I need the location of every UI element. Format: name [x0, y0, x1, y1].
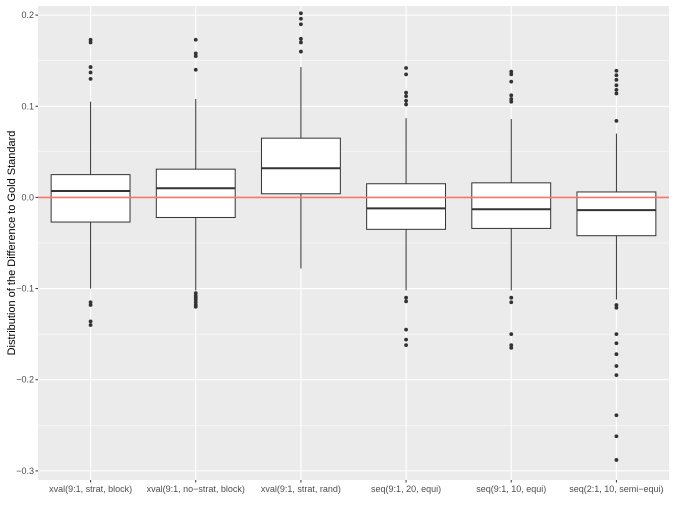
outlier-point [88, 70, 93, 75]
y-axis-title: Distribution of the Difference to Gold S… [6, 131, 18, 356]
outlier-point [404, 72, 408, 77]
x-tick-label: xval(9:1, strat, rand) [261, 484, 341, 494]
outlier-point [193, 51, 198, 56]
outlier-point [193, 37, 198, 42]
outlier-point [614, 434, 619, 439]
outlier-point [509, 97, 514, 101]
outlier-point [193, 300, 198, 305]
x-tick-label: xval(9:1, no−strat, block) [147, 484, 245, 494]
x-tick-label: seq(9:1, 10, equi) [476, 484, 546, 494]
outlier-point [614, 118, 619, 123]
outlier-point [193, 67, 198, 72]
box-3 [260, 11, 341, 269]
y-tick-label: 0.0 [21, 192, 34, 202]
outlier-point [404, 343, 408, 347]
outlier-point [614, 332, 619, 337]
outlier-point [88, 65, 93, 69]
outlier-point [193, 54, 198, 59]
y-tick-label: 0.2 [21, 10, 34, 20]
box-1 [50, 37, 131, 327]
outlier-point [404, 337, 408, 342]
outlier-point [614, 303, 619, 307]
x-tick-label: seq(2:1, 10, semi−equi) [569, 484, 663, 494]
box-4 [366, 66, 447, 347]
outlier-point [299, 40, 303, 45]
box-iqr [366, 183, 447, 230]
outlier-point [299, 49, 303, 54]
outlier-point [614, 73, 619, 78]
x-tick-label: xval(9:1, strat, block) [49, 484, 132, 494]
outlier-point [404, 90, 408, 95]
box-5 [471, 69, 552, 350]
outlier-point [614, 341, 619, 346]
x-tick-labels: xval(9:1, strat, block) xval(9:1, no−stra… [49, 480, 664, 494]
outlier-point [614, 305, 619, 310]
outlier-point [509, 93, 514, 98]
outlier-point [404, 102, 408, 107]
outlier-point [193, 304, 198, 309]
outlier-point [404, 299, 408, 304]
outlier-point [88, 303, 93, 307]
outlier-point [614, 91, 619, 96]
box-iqr [471, 182, 552, 229]
outlier-point [614, 413, 619, 418]
outlier-point [509, 79, 514, 84]
y-tick-labels: −0.3 −0.2 −0.1 0.0 0.1 0.2 [16, 10, 38, 476]
outlier-point [509, 300, 514, 305]
outlier-point [509, 99, 514, 104]
outlier-point [299, 22, 303, 27]
outlier-point [614, 87, 619, 92]
outlier-point [404, 295, 408, 300]
outlier-point [88, 77, 93, 81]
y-tick-label: −0.2 [16, 375, 34, 385]
outlier-point [509, 345, 514, 350]
outlier-point [509, 295, 514, 300]
outlier-point [193, 291, 198, 296]
outlier-point [88, 40, 93, 45]
outlier-point [614, 364, 619, 368]
outlier-point [509, 332, 514, 337]
x-tick-label: seq(9:1, 20, equi) [371, 484, 441, 494]
boxes-group [50, 11, 657, 462]
outlier-point [299, 16, 303, 21]
box-iqr [50, 174, 131, 223]
box-iqr [260, 137, 341, 195]
outlier-point [614, 352, 619, 357]
outlier-point [88, 300, 93, 305]
outlier-point [299, 11, 303, 16]
outlier-point [614, 83, 619, 88]
box-6 [576, 68, 657, 462]
outlier-point [299, 36, 303, 41]
outlier-point [88, 323, 93, 327]
outlier-point [509, 69, 514, 74]
outlier-point [404, 66, 408, 70]
outlier-point [509, 72, 514, 77]
outlier-point [614, 458, 619, 462]
outlier-point [614, 68, 619, 73]
outlier-point [614, 77, 619, 82]
outlier-point [88, 37, 93, 42]
outlier-point [193, 297, 198, 302]
y-tick-label: −0.3 [16, 466, 34, 476]
outlier-point [509, 343, 514, 347]
outlier-point [404, 327, 408, 332]
y-tick-label: −0.1 [16, 284, 34, 294]
box-iqr [576, 191, 657, 237]
outlier-point [614, 373, 619, 378]
outlier-point [404, 94, 408, 99]
outlier-point [88, 319, 93, 324]
box-iqr [155, 168, 236, 218]
box-2 [155, 37, 236, 309]
outlier-point [404, 98, 408, 103]
y-tick-label: 0.1 [21, 101, 34, 111]
